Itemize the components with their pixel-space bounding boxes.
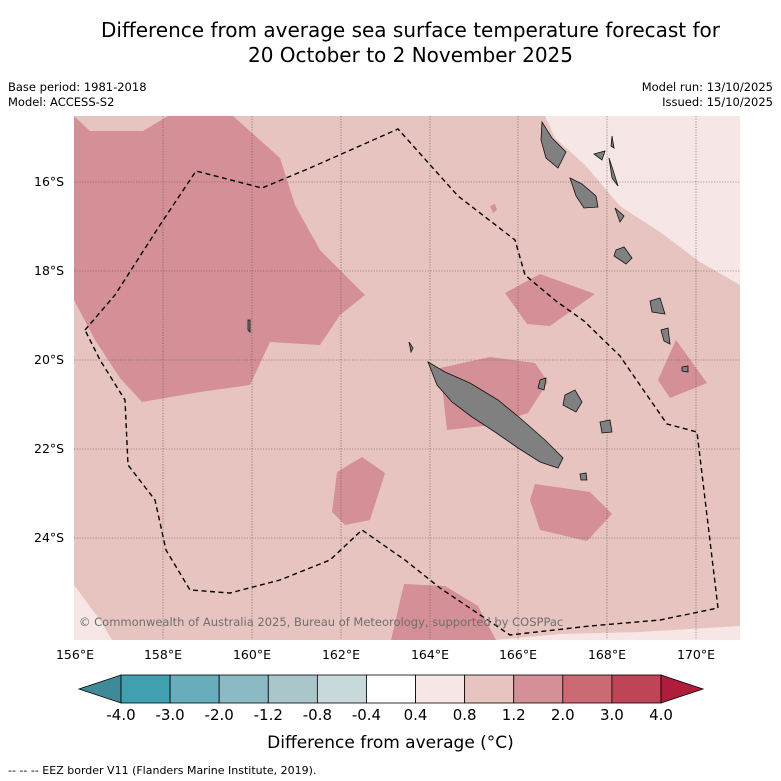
colorbar-tick-label: -3.0: [155, 706, 185, 724]
lat-label: 22°S: [34, 441, 65, 456]
lon-label: 156°E: [55, 647, 94, 662]
base-period: Base period: 1981-2018: [8, 80, 147, 94]
colorbar-tick-label: 2.0: [550, 706, 575, 724]
anomaly-area-1.2-2.0-northwest: [74, 116, 365, 402]
colorbar-tick-label: 0.4: [403, 706, 428, 724]
model-run: Model run: 13/10/2025: [641, 80, 773, 94]
lat-label: 18°S: [34, 263, 65, 278]
anomaly-area-1.2-2.0-south: [391, 584, 496, 640]
map-title: Difference from average sea surface temp…: [0, 18, 781, 68]
issued-date: Issued: 15/10/2025: [662, 95, 773, 109]
meta-right: Model run: 13/10/2025 Issued: 15/10/2025: [642, 80, 773, 110]
anomaly-area-0.4-0.8-northeast: [545, 116, 740, 285]
lon-label: 160°E: [232, 647, 271, 662]
lat-label: 16°S: [34, 174, 65, 189]
land-new-caledonia: [427, 361, 564, 469]
landmasses: [247, 120, 689, 481]
meta-left: Base period: 1981-2018 Model: ACCESS-S2: [8, 80, 147, 110]
colorbar-tick-label: 1.2: [501, 706, 526, 724]
lat-label: 20°S: [34, 352, 65, 367]
colorbar-tick-label: -4.0: [106, 706, 136, 724]
lon-label: 168°E: [587, 647, 626, 662]
copyright-credit: © Commonwealth of Australia 2025, Bureau…: [79, 615, 564, 629]
land-vanuatu: [247, 120, 689, 373]
lat-label: 24°S: [34, 530, 65, 545]
colorbar-tick-label: -0.4: [351, 706, 382, 724]
colorbar-tick-label: -0.8: [302, 706, 332, 724]
land-loyalty-islands: [537, 377, 613, 481]
anomaly-area-0.4-0.8-southwest: [74, 585, 112, 640]
colorbar-label: Difference from average (°C): [267, 733, 514, 753]
anomaly-area-1.2-2.0-southcentral: [332, 457, 385, 525]
gridlines: [74, 116, 740, 640]
lon-label: 170°E: [676, 647, 715, 662]
lon-label: 158°E: [143, 647, 182, 662]
lon-label: 164°E: [410, 647, 449, 662]
anomaly-area-1.2-2.0-southeast: [530, 484, 612, 541]
lon-label: 166°E: [498, 647, 537, 662]
colorbar-tick-label: 0.8: [452, 706, 477, 724]
anomaly-area-1.2-2.0-east-a: [505, 274, 595, 326]
title-line-1: Difference from average sea surface temp…: [100, 18, 720, 42]
colorbar-tick-label: -1.2: [253, 706, 283, 724]
model-name: Model: ACCESS-S2: [8, 95, 115, 109]
title-line-2: 20 October to 2 November 2025: [247, 43, 574, 67]
colorbar-tick-label: 4.0: [649, 706, 673, 724]
anomaly-area-0.4-0.8-south: [495, 626, 740, 640]
anomaly-area-1.2-2.0-tiny: [490, 204, 497, 213]
eez-footnote: -- -- -- EEZ border V11 (Flanders Marine…: [8, 764, 317, 777]
colorbar-tick-label: 3.0: [599, 706, 624, 724]
lon-label: 162°E: [321, 647, 360, 662]
colorbar-tick-label: -2.0: [204, 706, 234, 724]
